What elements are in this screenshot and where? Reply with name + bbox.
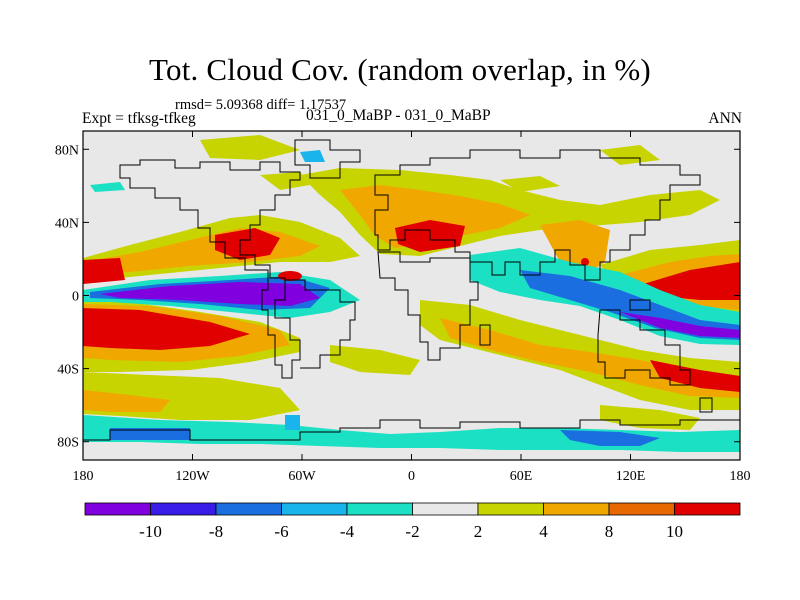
colorbar-label: 8 <box>605 522 614 541</box>
colorbar-swatch <box>543 502 610 516</box>
season-label: ANN <box>708 110 742 127</box>
x-tick-label: 120E <box>616 469 646 484</box>
figure-title: Tot. Cloud Cov. (random overlap, in %) <box>149 52 651 87</box>
x-tick-label: 120W <box>175 469 210 484</box>
colorbar-label: -6 <box>274 522 288 541</box>
colorbar-swatch <box>477 502 544 516</box>
x-tick-label: 60E <box>510 469 533 484</box>
colorbar-swatch <box>412 502 479 516</box>
colorbar-label: -10 <box>139 522 162 541</box>
colorbar-swatch <box>608 502 675 516</box>
colorbar-swatch <box>84 502 151 516</box>
colorbar-swatch <box>215 502 282 516</box>
x-tick-label: 60W <box>288 469 316 484</box>
y-axis: 80N 40N 0 40S 80S <box>55 143 740 451</box>
coastlines <box>83 139 740 441</box>
colorbar-swatch <box>281 502 348 516</box>
x-axis: 180 120W 60W 0 60E 120E 180 <box>73 131 751 484</box>
contour-field <box>83 131 740 460</box>
colorbar-swatch <box>674 502 741 516</box>
stats-line: rmsd= 5.09368 diff= 1.17537 <box>175 97 347 113</box>
experiment-label: Expt = tfksg-tfkeg <box>82 110 196 127</box>
colorbar-swatch <box>150 502 217 516</box>
period-label: 031_0_MaBP - 031_0_MaBP <box>306 107 491 124</box>
colorbar-label: 4 <box>539 522 548 541</box>
colorbar-swatch <box>346 502 413 516</box>
x-tick-label: 180 <box>730 469 751 484</box>
colorbar-label: 2 <box>474 522 483 541</box>
colorbar-label: -8 <box>209 522 223 541</box>
y-tick-label: 80S <box>57 436 79 451</box>
colorbar-label: -2 <box>405 522 419 541</box>
y-tick-label: 40S <box>57 363 79 378</box>
y-tick-label: 80N <box>55 143 79 158</box>
x-tick-label: 0 <box>408 469 415 484</box>
y-tick-label: 40N <box>55 216 79 231</box>
colorbar: -10 -8 -6 -4 -2 2 4 8 10 <box>84 502 741 541</box>
colorbar-label: 10 <box>666 522 683 541</box>
y-tick-label: 0 <box>72 290 79 305</box>
x-tick-label: 180 <box>73 469 94 484</box>
colorbar-label: -4 <box>340 522 355 541</box>
